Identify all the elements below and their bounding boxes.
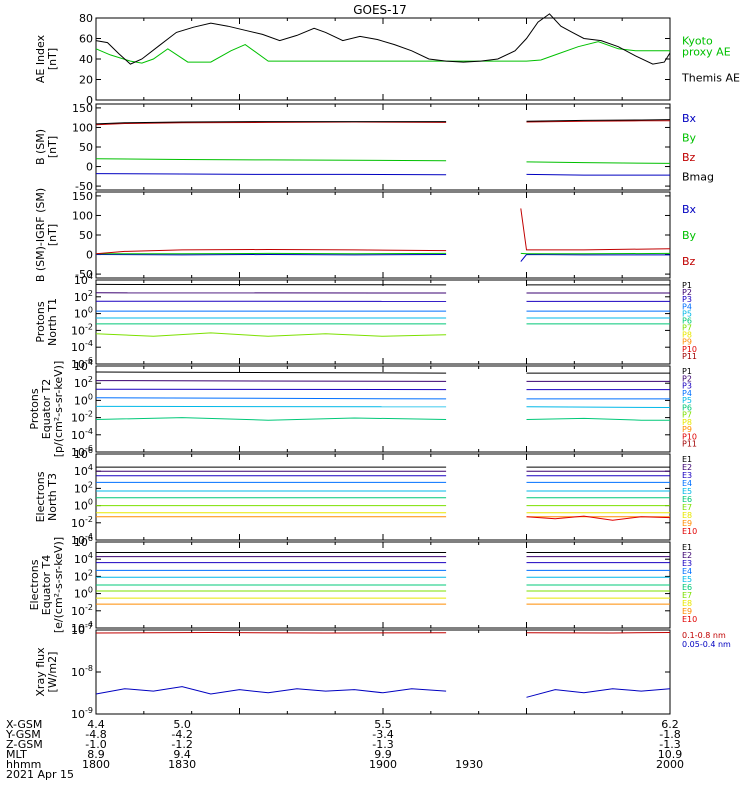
y-tick-label: 100 xyxy=(74,498,93,513)
y-tick-label: 102 xyxy=(74,289,93,304)
legend-label: E10 xyxy=(682,615,697,624)
y-tick-label: 150 xyxy=(72,190,93,203)
footer-value: 1830 xyxy=(168,758,196,771)
y-tick-label: 10-4 xyxy=(71,427,93,442)
series-p6-line xyxy=(527,418,671,420)
series-by-line xyxy=(527,162,671,164)
y-tick-label: 104 xyxy=(74,272,93,287)
y-tick-label: 104 xyxy=(74,358,93,373)
panel-frame xyxy=(96,366,670,452)
legend-label: By xyxy=(682,131,697,144)
y-tick-label: 106 xyxy=(74,446,93,461)
legend-label: Bz xyxy=(682,151,696,164)
y-axis-label: B (SM)[nT] xyxy=(34,129,59,165)
legend-label: P11 xyxy=(682,352,697,361)
series-p1-line xyxy=(96,372,446,373)
y-axis-label: AE Index[nT] xyxy=(34,34,59,83)
legend-label: P11 xyxy=(682,440,697,449)
y-tick-label: 0 xyxy=(86,161,93,174)
panel-frame xyxy=(96,192,670,278)
y-tick-label: 100 xyxy=(74,306,93,321)
series-p1-line xyxy=(96,284,446,285)
y-tick-label: 104 xyxy=(74,463,93,478)
y-tick-label: 100 xyxy=(72,121,93,134)
legend-label: 0.05-0.4 nm xyxy=(682,640,731,649)
y-tick-label: 80 xyxy=(79,12,93,25)
series-0-05-0-4-nm-line xyxy=(527,689,671,698)
y-tick-label: 10-2 xyxy=(71,603,93,618)
y-axis-label: Xray flux[W/m2] xyxy=(34,647,59,697)
series-p5-line xyxy=(527,407,671,408)
series-bx-line xyxy=(521,255,670,262)
legend-label: Bmag xyxy=(682,170,714,183)
series-kyoto-proxy-ae-line xyxy=(96,42,670,64)
y-axis-label: ElectronsEquator T4[e/(cm²-s-sr-keV)] xyxy=(28,537,65,633)
series-bx-line xyxy=(96,174,446,175)
series-0-1-0-8-nm-line xyxy=(527,633,671,634)
y-axis-label: B (SM)-IGRF (SM)[nT] xyxy=(34,188,59,282)
series-p6-line xyxy=(96,418,446,421)
legend-label: Themis AE xyxy=(681,72,740,85)
series-0-05-0-4-nm-line xyxy=(96,687,446,694)
y-tick-label: 10-2 xyxy=(71,410,93,425)
y-tick-label: 102 xyxy=(74,480,93,495)
y-tick-label: 20 xyxy=(79,74,93,87)
panel-frame xyxy=(96,104,670,190)
y-tick-label: 102 xyxy=(74,568,93,583)
series-bx-line xyxy=(527,174,671,175)
y-tick-label: 100 xyxy=(74,392,93,407)
y-tick-label: 0 xyxy=(86,249,93,262)
y-axis-label: ProtonsEquator T2[p/(cm²-s-sr-keV)] xyxy=(28,361,65,458)
footer-value: 1930 xyxy=(455,758,483,771)
series-by-line xyxy=(96,159,446,161)
legend-label: Bx xyxy=(682,112,697,125)
y-tick-label: 102 xyxy=(74,375,93,390)
y-axis-label: ElectronsNorth T3 xyxy=(34,471,59,522)
y-tick-label: 60 xyxy=(79,33,93,46)
footer-value: 1900 xyxy=(369,758,397,771)
footer-row-label: 2021 Apr 15 xyxy=(6,768,74,781)
y-tick-label: 100 xyxy=(72,209,93,222)
y-tick-label: 50 xyxy=(79,229,93,242)
y-axis-label: ProtonsNorth T1 xyxy=(34,298,59,346)
y-tick-label: 10-2 xyxy=(71,322,93,337)
series-p7-line xyxy=(96,333,446,336)
legend-label: By xyxy=(682,229,697,242)
footer-value: 2000 xyxy=(656,758,684,771)
y-tick-label: 106 xyxy=(74,534,93,549)
y-tick-label: 10-2 xyxy=(71,515,93,530)
y-tick-label: 10-4 xyxy=(71,339,93,354)
y-tick-label: 104 xyxy=(74,551,93,566)
y-tick-label: 100 xyxy=(74,586,93,601)
panel-frame xyxy=(96,630,670,714)
legend-label: Bz xyxy=(682,255,696,268)
plot-title: GOES-17 xyxy=(353,3,407,17)
series-0-1-0-8-nm-line xyxy=(96,633,446,634)
footer-value: 1800 xyxy=(82,758,110,771)
legend-label: 0.1-0.8 nm xyxy=(682,631,726,640)
y-tick-label: 150 xyxy=(72,102,93,115)
series-p2-line xyxy=(96,381,446,382)
y-tick-label: 10-8 xyxy=(71,664,93,679)
y-tick-label: 50 xyxy=(79,141,93,154)
y-tick-label: 10-7 xyxy=(71,622,93,637)
series-bz-line xyxy=(521,208,670,250)
legend-label: E10 xyxy=(682,527,697,536)
y-tick-label: 40 xyxy=(79,53,93,66)
legend-label: Bx xyxy=(682,203,697,216)
series-p4-line xyxy=(96,398,446,399)
